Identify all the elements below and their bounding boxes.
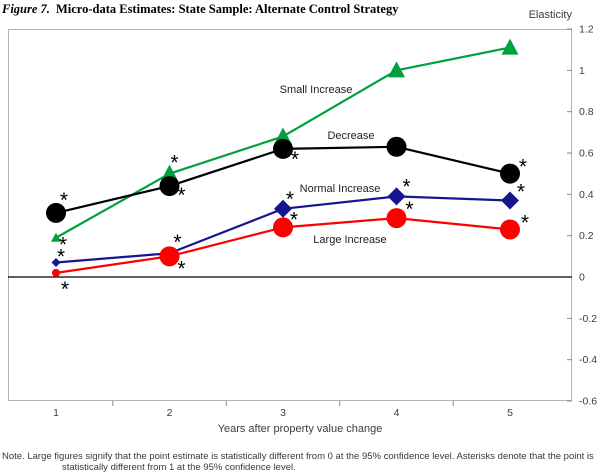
y-tick-label: 1	[579, 65, 585, 77]
y-tick-label: 0.4	[579, 189, 594, 201]
x-tick-label: 4	[394, 407, 400, 419]
note-line-1: Note. Large figures signify that the poi…	[2, 451, 594, 462]
data-point-large-increase	[159, 246, 180, 267]
data-point-large-increase	[386, 208, 407, 229]
y-axis-title: Elasticity	[528, 9, 572, 21]
plot-area-frame	[8, 29, 572, 401]
data-point-normal-increase	[501, 191, 519, 210]
data-point-decrease	[159, 176, 180, 197]
data-point-small-increase	[501, 38, 519, 55]
significance-asterisk-normal-increase: *	[57, 246, 65, 269]
data-point-normal-increase	[51, 258, 61, 268]
significance-asterisk-normal-increase: *	[173, 231, 181, 254]
significance-asterisk-small-increase: *	[170, 152, 178, 175]
data-point-decrease	[46, 202, 66, 223]
series-label-normal-increase: Normal Increase	[300, 183, 381, 195]
significance-asterisk-normal-increase: *	[517, 181, 525, 204]
y-tick-label: 1.2	[579, 24, 594, 36]
significance-asterisk-decrease: *	[519, 156, 527, 179]
series-label-decrease: Decrease	[327, 130, 374, 142]
data-point-large-increase	[500, 219, 520, 240]
y-tick-label: -0.6	[579, 396, 597, 408]
significance-asterisk-large-increase: *	[405, 198, 413, 221]
x-tick-label: 5	[507, 407, 513, 419]
figure-number-label: Figure 7.	[2, 2, 50, 16]
data-point-large-increase	[273, 217, 293, 238]
data-point-small-increase	[161, 164, 178, 181]
y-tick-label: 0.2	[579, 230, 594, 242]
series-label-small-increase: Small Increase	[280, 84, 353, 96]
significance-asterisk-decrease: *	[177, 184, 185, 207]
y-tick-label: 0.8	[579, 106, 594, 118]
note-line-2: statistically different from 1 at the 95…	[62, 461, 296, 473]
y-tick-label: 0	[579, 272, 585, 284]
x-tick-label: 1	[53, 407, 59, 419]
y-tick-label: -0.4	[579, 354, 597, 366]
series-label-large-increase: Large Increase	[313, 234, 386, 246]
significance-asterisk-large-increase: *	[61, 278, 69, 301]
significance-asterisk-large-increase: *	[521, 211, 529, 234]
significance-asterisk-normal-increase: *	[402, 175, 410, 198]
significance-asterisk-small-increase: *	[59, 234, 67, 257]
x-tick-label: 3	[280, 407, 286, 419]
significance-asterisk-decrease: *	[60, 189, 68, 212]
data-point-decrease	[386, 136, 407, 157]
significance-asterisk-large-increase: *	[290, 208, 298, 231]
figure-title-text: Micro-data Estimates: State Sample: Alte…	[55, 2, 399, 16]
significance-asterisk-normal-increase: *	[286, 188, 294, 211]
y-tick-label: -0.2	[579, 313, 597, 325]
data-point-normal-increase	[387, 187, 406, 206]
significance-asterisk-decrease: *	[291, 148, 299, 171]
x-tick-label: 2	[167, 407, 173, 419]
data-point-normal-increase	[274, 199, 292, 218]
significance-asterisk-large-increase: *	[177, 257, 185, 280]
x-axis-title: Years after property value change	[217, 423, 383, 435]
y-tick-label: 0.6	[579, 148, 594, 160]
data-point-decrease	[500, 163, 520, 184]
data-point-small-increase	[388, 61, 405, 78]
data-point-small-increase	[51, 232, 61, 242]
figure-note: Note. Large figures signify that the poi…	[2, 451, 598, 473]
elasticity-line-chart: 1.210.80.60.40.20-0.2-0.4-0.61 2 3 4 5*** ** *…	[8, 24, 597, 419]
data-point-small-increase	[274, 127, 292, 144]
data-point-decrease	[273, 138, 293, 159]
data-point-large-increase	[52, 268, 60, 277]
figure-title: Figure 7. Micro-data Estimates: State Sam…	[2, 2, 598, 17]
